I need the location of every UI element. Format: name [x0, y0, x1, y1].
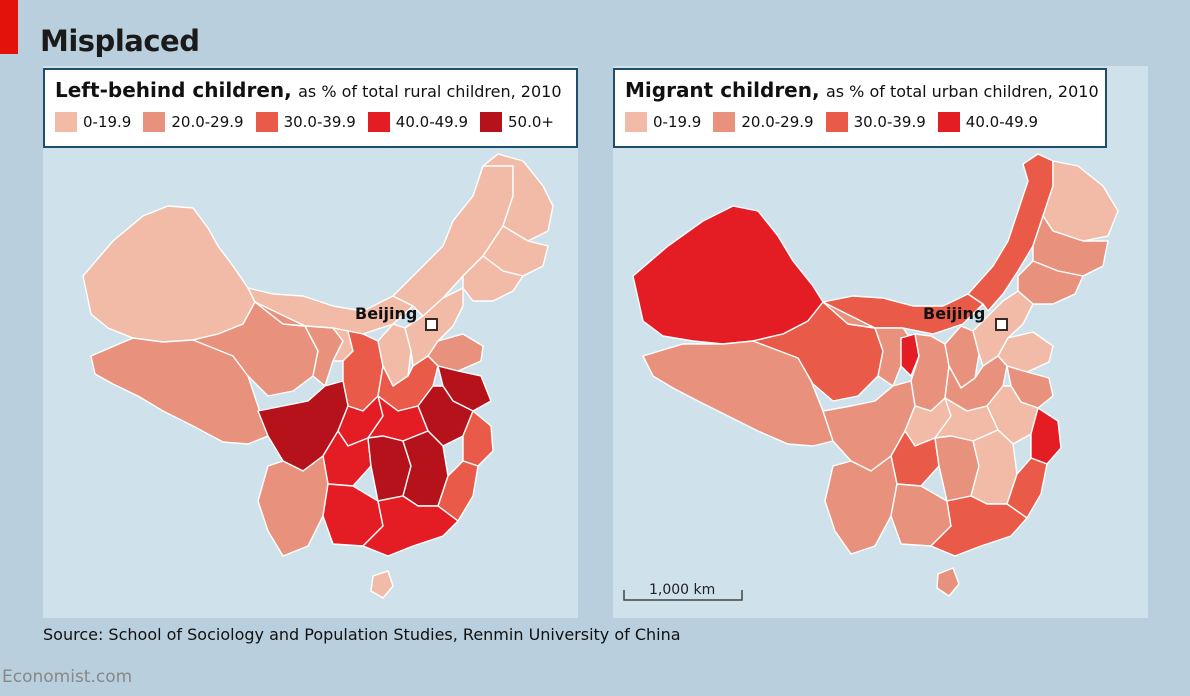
source-note: Source: School of Sociology and Populati… — [43, 625, 681, 644]
scale-bar-icon — [623, 590, 743, 601]
left-map-panel: Left-behind children, as % of total rura… — [43, 66, 578, 618]
beijing-marker-icon — [425, 318, 438, 331]
beijing-marker-icon — [995, 318, 1008, 331]
right-legend-title: Migrant children, as % of total urban ch… — [625, 78, 1099, 104]
legend-swatch — [480, 112, 503, 132]
legend-item-0: 0-19.9 — [625, 112, 701, 132]
region-hainan — [370, 570, 394, 599]
right-legend-items: 0-19.9 20.0-29.9 30.0-39.9 40.0-49.9 — [625, 112, 1095, 132]
legend-label: 40.0-49.9 — [965, 113, 1039, 131]
right-title-rest: as % of total urban children, 2010 — [825, 82, 1099, 101]
right-legend: Migrant children, as % of total urban ch… — [613, 68, 1107, 148]
region-hainan — [936, 567, 960, 597]
page-title: Misplaced — [40, 24, 200, 58]
region-ningxia — [900, 333, 920, 377]
legend-item-0: 0-19.9 — [55, 112, 131, 132]
region-yunnan — [257, 455, 329, 557]
legend-label: 20.0-29.9 — [171, 113, 244, 131]
legend-swatch — [367, 112, 390, 132]
beijing-label: Beijing — [923, 304, 986, 323]
region-zhejiang — [1030, 407, 1062, 465]
legend-swatch — [55, 112, 77, 132]
legend-label: 30.0-39.9 — [283, 113, 356, 131]
legend-item-3: 40.0-49.9 — [937, 112, 1039, 132]
legend-item-3: 40.0-49.9 — [367, 112, 469, 132]
legend-swatch — [625, 112, 647, 132]
left-title-bold: Left-behind children, — [55, 78, 292, 102]
scale-bar-label: 1,000 km — [649, 582, 716, 598]
left-title-rest: as % of total rural children, 2010 — [298, 82, 562, 101]
left-china-map — [82, 153, 554, 599]
legend-item-1: 20.0-29.9 — [143, 112, 244, 132]
region-yunnan — [824, 455, 898, 555]
footer-credit: Economist.com — [2, 667, 133, 687]
legend-label: 0-19.9 — [83, 113, 132, 131]
region-liaoning — [462, 255, 524, 302]
region-guangdong — [362, 495, 459, 557]
left-legend: Left-behind children, as % of total rura… — [43, 68, 578, 148]
region-guangdong — [930, 495, 1028, 557]
region-heilongjiang — [1042, 160, 1119, 242]
legend-item-4: 50.0+ — [480, 112, 554, 132]
right-title-bold: Migrant children, — [625, 78, 820, 102]
region-liaoning — [1017, 260, 1084, 305]
right-map-panel: Migrant children, as % of total urban ch… — [613, 66, 1148, 618]
region-xinjiang — [632, 205, 824, 345]
left-legend-items: 0-19.9 20.0-29.9 30.0-39.9 40.0-49.9 50.… — [55, 112, 566, 132]
left-legend-title: Left-behind children, as % of total rura… — [55, 78, 566, 104]
legend-swatch — [937, 112, 960, 132]
legend-swatch — [143, 112, 166, 132]
legend-item-2: 30.0-39.9 — [255, 112, 356, 132]
legend-label: 20.0-29.9 — [741, 113, 814, 131]
legend-item-1: 20.0-29.9 — [713, 112, 814, 132]
beijing-label: Beijing — [355, 304, 418, 323]
legend-label: 30.0-39.9 — [853, 113, 926, 131]
brand-red-tag — [0, 0, 18, 54]
legend-label: 50.0+ — [508, 113, 554, 131]
region-jilin — [1032, 215, 1109, 277]
legend-swatch — [713, 112, 736, 132]
legend-swatch — [825, 112, 848, 132]
region-heilongjiang — [482, 153, 554, 242]
legend-item-2: 30.0-39.9 — [825, 112, 926, 132]
legend-label: 40.0-49.9 — [395, 113, 469, 131]
legend-label: 0-19.9 — [653, 113, 702, 131]
region-xinjiang — [82, 205, 256, 343]
legend-swatch — [255, 112, 278, 132]
right-china-map — [632, 153, 1119, 597]
